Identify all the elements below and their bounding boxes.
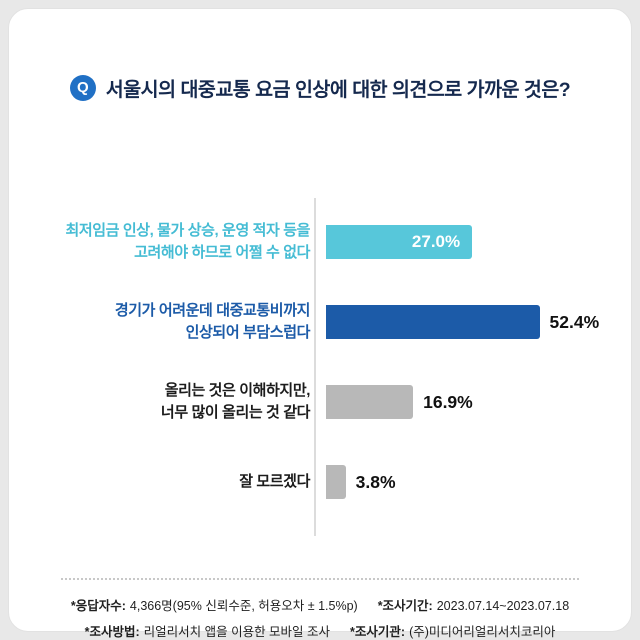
bar-2 bbox=[326, 305, 540, 339]
bar-track-3: 16.9% bbox=[326, 384, 607, 420]
value-label-2: 52.4% bbox=[549, 311, 600, 332]
respondents-info: *응답자수: 4,366명(95% 신뢰수준, 허용오차 ± 1.5%p) bbox=[71, 595, 358, 614]
footer-line-2: *조사방법: 리얼리서치 앱을 이용한 모바일 조사 *조사기관: (주)미디어리얼… bbox=[61, 621, 579, 640]
category-label-1-line-1: 최저임금 인상, 물가 상승, 운영 적자 등을 bbox=[65, 222, 310, 240]
category-label-4: 잘 모르겠다 bbox=[21, 471, 326, 493]
category-label-2-line-2: 인상되어 부담스럽다 bbox=[185, 324, 311, 341]
bar-track-2: 52.4% bbox=[326, 304, 607, 340]
question-icon: Q bbox=[69, 74, 96, 101]
category-label-3: 올리는 것은 이해하지만, 너무 많이 올리는 것 같다 bbox=[21, 380, 326, 424]
category-label-2-line-1: 경기가 어려운데 대중교통비까지 bbox=[114, 302, 311, 320]
bar-chart: 최저임금 인상, 물가 상승, 운영 적자 등을 고려해야 하므로 어쩔 수 없… bbox=[9, 198, 631, 536]
respondents-label: *응답자수: bbox=[70, 599, 126, 613]
respondents-value: 4,366명(95% 신뢰수준, 허용오차 ± 1.5%p) bbox=[129, 599, 358, 613]
period-info: *조사기간: 2023.07.14~2023.07.18 bbox=[378, 595, 569, 614]
period-label: *조사기간: bbox=[377, 599, 433, 613]
category-label-2: 경기가 어려운데 대중교통비까지 인상되어 부담스럽다 bbox=[21, 300, 326, 344]
chart-row-2: 경기가 어려운데 대중교통비까지 인상되어 부담스럽다 52.4% bbox=[21, 282, 607, 362]
organization-info: *조사기관: (주)미디어리얼리서치코리아 bbox=[350, 621, 555, 640]
value-label-1: 27.0% bbox=[411, 232, 461, 251]
category-label-1-line-2: 고려해야 하므로 어쩔 수 없다 bbox=[134, 244, 310, 261]
method-value: 리얼리서치 앱을 이용한 모바일 조사 bbox=[143, 625, 331, 639]
category-label-1: 최저임금 인상, 물가 상승, 운영 적자 등을 고려해야 하므로 어쩔 수 없… bbox=[21, 220, 326, 264]
footer-line-1: *응답자수: 4,366명(95% 신뢰수준, 허용오차 ± 1.5%p) *조사… bbox=[61, 595, 579, 614]
category-label-3-line-2: 너무 많이 올리는 것 같다 bbox=[160, 404, 310, 421]
question-header: Q 서울시의 대중교통 요금 인상에 대한 의견으로 가까운 것은? bbox=[9, 73, 631, 102]
bar-1: 27.0% bbox=[326, 225, 473, 259]
survey-card: Q 서울시의 대중교통 요금 인상에 대한 의견으로 가까운 것은? 최저임금 … bbox=[8, 8, 632, 639]
period-value: 2023.07.14~2023.07.18 bbox=[436, 599, 570, 613]
value-label-4: 3.8% bbox=[355, 471, 396, 492]
chart-row-1: 최저임금 인상, 물가 상승, 운영 적자 등을 고려해야 하므로 어쩔 수 없… bbox=[21, 202, 607, 282]
organization-value: (주)미디어리얼리서치코리아 bbox=[409, 625, 556, 639]
organization-label: *조사기관: bbox=[350, 625, 406, 639]
bar-track-1: 27.0% bbox=[326, 224, 607, 260]
question-title: 서울시의 대중교통 요금 인상에 대한 의견으로 가까운 것은? bbox=[105, 79, 571, 101]
category-label-4-line-1: 잘 모르겠다 bbox=[239, 473, 310, 491]
method-info: *조사방법: 리얼리서치 앱을 이용한 모바일 조사 bbox=[85, 621, 330, 640]
chart-row-3: 올리는 것은 이해하지만, 너무 많이 올리는 것 같다 16.9% bbox=[21, 362, 607, 442]
chart-row-4: 잘 모르겠다 3.8% bbox=[21, 442, 607, 522]
bar-3 bbox=[326, 385, 414, 419]
bar-4 bbox=[326, 465, 346, 499]
value-label-3: 16.9% bbox=[423, 391, 473, 412]
axis-line bbox=[314, 198, 316, 536]
bar-track-4: 3.8% bbox=[326, 464, 607, 500]
category-label-3-line-1: 올리는 것은 이해하지만, bbox=[164, 382, 311, 400]
survey-footer: *응답자수: 4,366명(95% 신뢰수준, 허용오차 ± 1.5%p) *조사… bbox=[61, 578, 579, 640]
method-label: *조사방법: bbox=[84, 625, 140, 639]
